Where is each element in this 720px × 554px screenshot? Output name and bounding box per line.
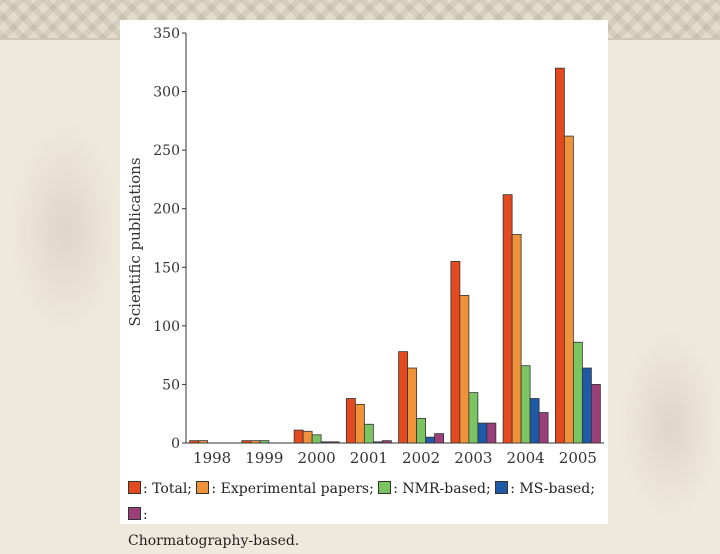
y-tick-label: 100: [153, 319, 180, 335]
legend-item-total: : Total;: [128, 481, 192, 497]
legend-swatch-experimental: [196, 481, 210, 494]
bar-total-2005: [554, 67, 565, 444]
legend-item-nmr: : NMR-based;: [378, 481, 491, 497]
y-axis-title: Scientific publications: [126, 157, 144, 326]
bar-experimental-papers-2005: [563, 135, 574, 444]
bar-nmr-based-2002: [416, 417, 427, 444]
x-tick-label: 1999: [245, 449, 283, 467]
legend-label-nmr: : NMR-based;: [393, 481, 491, 497]
legend-swatch-ms: [495, 481, 509, 494]
bar-chromatography-based-2004: [538, 412, 549, 444]
legend-swatch-nmr: [378, 481, 392, 494]
x-tick-label: 2002: [402, 449, 440, 467]
bar-nmr-based-2004: [520, 365, 531, 444]
x-tick-label: 2000: [298, 449, 336, 467]
bar-experimental-papers-2002: [407, 367, 418, 444]
bar-experimental-papers-2000: [302, 430, 313, 444]
bar-ms-based-2000: [320, 441, 331, 444]
bar-nmr-based-2000: [311, 434, 322, 444]
legend-label-chromatography: :: [143, 507, 148, 523]
bar-total-2001: [345, 398, 356, 444]
x-tick-label: 2005: [559, 449, 597, 467]
bar-total-1999: [241, 440, 252, 444]
legend: : Total; : Experimental papers; : NMR-ba…: [128, 476, 604, 554]
y-tick-label: 0: [171, 436, 180, 452]
bar-experimental-papers-2004: [511, 234, 522, 444]
bar-chart: 0 50 100 150 200 250 300 350 Scientific publicat…: [126, 26, 604, 467]
bar-chromatography-based-2005: [590, 384, 601, 444]
background-stain: [10, 120, 120, 340]
legend-label-total: : Total;: [143, 481, 193, 497]
bar-ms-based-2003: [477, 422, 488, 444]
bar-ms-based-2004: [529, 398, 540, 444]
x-tick-label: 2003: [454, 449, 492, 467]
y-tick-label: 150: [153, 260, 180, 276]
bar-nmr-based-1999: [259, 440, 270, 444]
x-tick-label: 2001: [350, 449, 388, 467]
bar-experimental-papers-1999: [250, 440, 261, 444]
legend-swatch-chromatography: [128, 507, 141, 520]
bar-experimental-papers-2001: [354, 403, 365, 444]
bar-total-2004: [502, 194, 513, 444]
bar-total-2000: [293, 429, 304, 444]
y-tick-label: 200: [153, 202, 180, 218]
y-tick-label: 350: [153, 26, 180, 42]
bar-ms-based-2001: [372, 441, 383, 444]
bar-nmr-based-2005: [572, 341, 583, 444]
bar-nmr-based-2003: [468, 392, 479, 444]
legend-label-ms: : MS-based;: [510, 481, 595, 497]
background-stain: [620, 330, 720, 520]
bar-experimental-papers-2003: [459, 294, 470, 444]
legend-item-experimental: : Experimental papers;: [196, 481, 374, 497]
y-tick-label: 250: [153, 143, 180, 159]
bar-chromatography-based-2002: [434, 433, 445, 444]
legend-swatch-total: [128, 481, 141, 494]
bar-nmr-based-2001: [363, 423, 374, 444]
bar-ms-based-2002: [425, 436, 436, 444]
bar-total-1998: [189, 440, 200, 444]
bar-chromatography-based-2000: [329, 441, 340, 444]
bar-total-2002: [398, 351, 409, 444]
legend-item-chromatography: :: [128, 507, 148, 523]
x-tick-label: 1998: [193, 449, 231, 467]
x-tick-label: 2004: [507, 449, 545, 467]
bar-chromatography-based-2003: [486, 422, 497, 444]
bar-experimental-papers-1998: [198, 440, 209, 444]
legend-label-experimental: : Experimental papers;: [211, 481, 374, 497]
legend-item-ms: : MS-based;: [495, 481, 595, 497]
bar-total-2003: [450, 261, 461, 444]
bar-ms-based-2005: [581, 367, 592, 444]
y-tick-label: 300: [153, 85, 180, 101]
bar-chromatography-based-2001: [381, 440, 392, 444]
legend-tail: Chormatography-based.: [128, 533, 300, 549]
y-tick-label: 50: [162, 377, 180, 393]
